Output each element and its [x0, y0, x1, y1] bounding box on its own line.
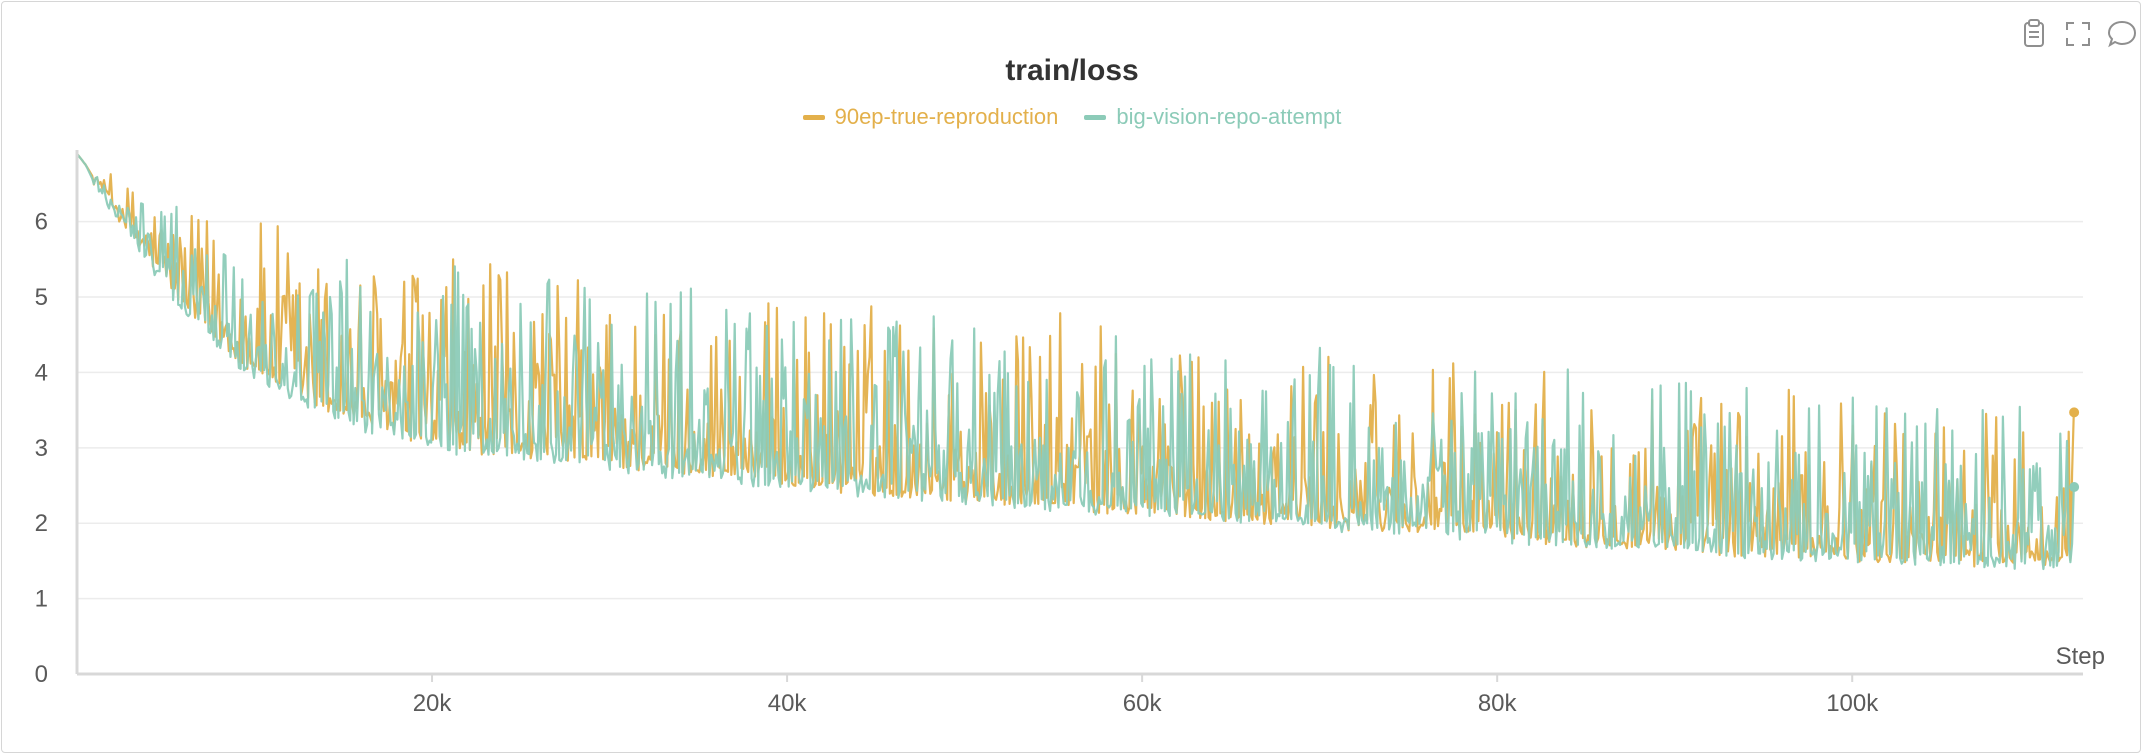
comment-icon[interactable] — [2104, 16, 2140, 52]
y-tick-label: 2 — [35, 510, 48, 537]
y-tick-label: 4 — [35, 359, 48, 386]
chart-legend: 90ep-true-reproduction big-vision-repo-a… — [0, 104, 2144, 130]
y-tick-label: 1 — [35, 586, 48, 613]
x-tick-label: 80k — [1478, 690, 1518, 717]
series-endpoint-a[interactable] — [2069, 407, 2080, 418]
legend-swatch-series-b — [1084, 114, 1107, 120]
fullscreen-icon[interactable] — [2060, 16, 2096, 52]
clipboard-icon[interactable] — [2016, 16, 2052, 52]
y-tick-label: 0 — [35, 661, 48, 688]
series-line-b[interactable] — [76, 153, 2075, 571]
y-tick-label: 6 — [35, 209, 48, 236]
x-tick-label: 20k — [413, 690, 453, 717]
legend-swatch-series-a — [802, 114, 825, 120]
series-endpoint-b[interactable] — [2069, 482, 2080, 493]
x-axis-label: Step — [2056, 643, 2105, 670]
chart-title: train/loss — [1005, 54, 1139, 87]
legend-item-series-a[interactable]: 90ep-true-reproduction — [802, 104, 1059, 130]
axes: 0 1 2 3 4 5 6 20k 40k 60k 80k 100k — [35, 150, 2083, 717]
y-tick-label: 3 — [35, 435, 48, 462]
legend-label-series-a: 90ep-true-reproduction — [834, 104, 1059, 129]
x-tick-label: 100k — [1826, 690, 1879, 717]
x-tick-label: 60k — [1123, 690, 1163, 717]
y-tick-label: 5 — [35, 284, 48, 311]
series-lines — [76, 153, 2080, 571]
x-tick-label: 40k — [768, 690, 808, 717]
series-line-a[interactable] — [76, 153, 2075, 568]
legend-item-series-b[interactable]: big-vision-repo-attempt — [1084, 104, 1341, 130]
legend-label-series-b: big-vision-repo-attempt — [1116, 104, 1342, 129]
